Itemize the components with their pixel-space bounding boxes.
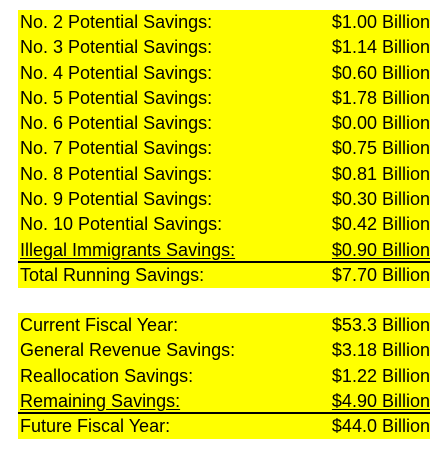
row-label: No. 4 Potential Savings: (20, 62, 213, 83)
fiscal-row-remaining: Remaining Savings: $4.90 Billion (18, 388, 430, 415)
savings-row-illegal-immigrants: Illegal Immigrants Savings: $0.90 Billio… (18, 237, 430, 263)
row-value: $0.75 Billion (331, 138, 430, 159)
row-label: Remaining Savings: (20, 390, 181, 411)
savings-row-no-7: No. 7 Potential Savings: $0.75 Billion (18, 136, 430, 162)
savings-row-no-3: No. 3 Potential Savings: $1.14 Billion (18, 35, 430, 61)
row-label: No. 6 Potential Savings: (20, 113, 213, 134)
fiscal-row-future-year: Future Fiscal Year: $44.0 Billion (18, 414, 430, 440)
row-value: $44.0 Billion (331, 416, 430, 437)
row-label: Illegal Immigrants Savings: (20, 239, 236, 260)
total-value: $7.70 Billion (331, 264, 430, 285)
savings-row-total: Total Running Savings: $7.70 Billion (18, 262, 430, 289)
row-label: Current Fiscal Year: (20, 315, 179, 335)
row-value: $53.3 Billion (331, 315, 430, 335)
row-label: No. 7 Potential Savings: (20, 138, 213, 159)
row-value: $1.14 Billion (331, 37, 430, 58)
fiscal-row-reallocation: Reallocation Savings: $1.22 Billion (18, 363, 430, 389)
row-label: No. 9 Potential Savings: (20, 189, 213, 210)
savings-row-no-9: No. 9 Potential Savings: $0.30 Billion (18, 187, 430, 213)
savings-row-no-6: No. 6 Potential Savings: $0.00 Billion (18, 111, 430, 137)
fiscal-table: Current Fiscal Year: $53.3 Billion Gener… (18, 313, 430, 440)
row-value: $0.90 Billion (331, 239, 430, 260)
fiscal-row-general-revenue: General Revenue Savings: $3.18 Billion (18, 338, 430, 364)
row-label: No. 10 Potential Savings: (20, 214, 223, 235)
savings-row-no-10: No. 10 Potential Savings: $0.42 Billion (18, 212, 430, 238)
row-label: Future Fiscal Year: (20, 416, 171, 437)
row-label: No. 8 Potential Savings: (20, 163, 213, 184)
row-label: General Revenue Savings: (20, 340, 236, 361)
savings-row-no-8: No. 8 Potential Savings: $0.81 Billion (18, 161, 430, 188)
row-value: $3.18 Billion (331, 340, 430, 361)
row-label: No. 3 Potential Savings: (20, 37, 213, 58)
row-value: $0.42 Billion (331, 214, 430, 235)
row-value: $0.00 Billion (331, 113, 430, 134)
row-value: $1.00 Billion (331, 12, 430, 32)
row-value: $0.81 Billion (331, 163, 430, 184)
fiscal-row-current-year: Current Fiscal Year: $53.3 Billion (18, 313, 430, 339)
row-value: $0.30 Billion (331, 189, 430, 210)
total-label: Total Running Savings: (20, 264, 205, 285)
row-label: No. 5 Potential Savings: (20, 87, 213, 108)
savings-table: No. 2 Potential Savings: $1.00 Billion N… (18, 10, 430, 289)
row-value: $4.90 Billion (331, 390, 430, 411)
savings-row-no-4: No. 4 Potential Savings: $0.60 Billion (18, 60, 430, 86)
row-value: $0.60 Billion (331, 62, 430, 83)
savings-row-no-2: No. 2 Potential Savings: $1.00 Billion (18, 10, 430, 36)
row-label: Reallocation Savings: (20, 365, 194, 386)
row-value: $1.78 Billion (331, 87, 430, 108)
row-label: No. 2 Potential Savings: (20, 12, 213, 32)
savings-row-no-5: No. 5 Potential Savings: $1.78 Billion (18, 85, 430, 112)
row-value: $1.22 Billion (331, 365, 430, 386)
